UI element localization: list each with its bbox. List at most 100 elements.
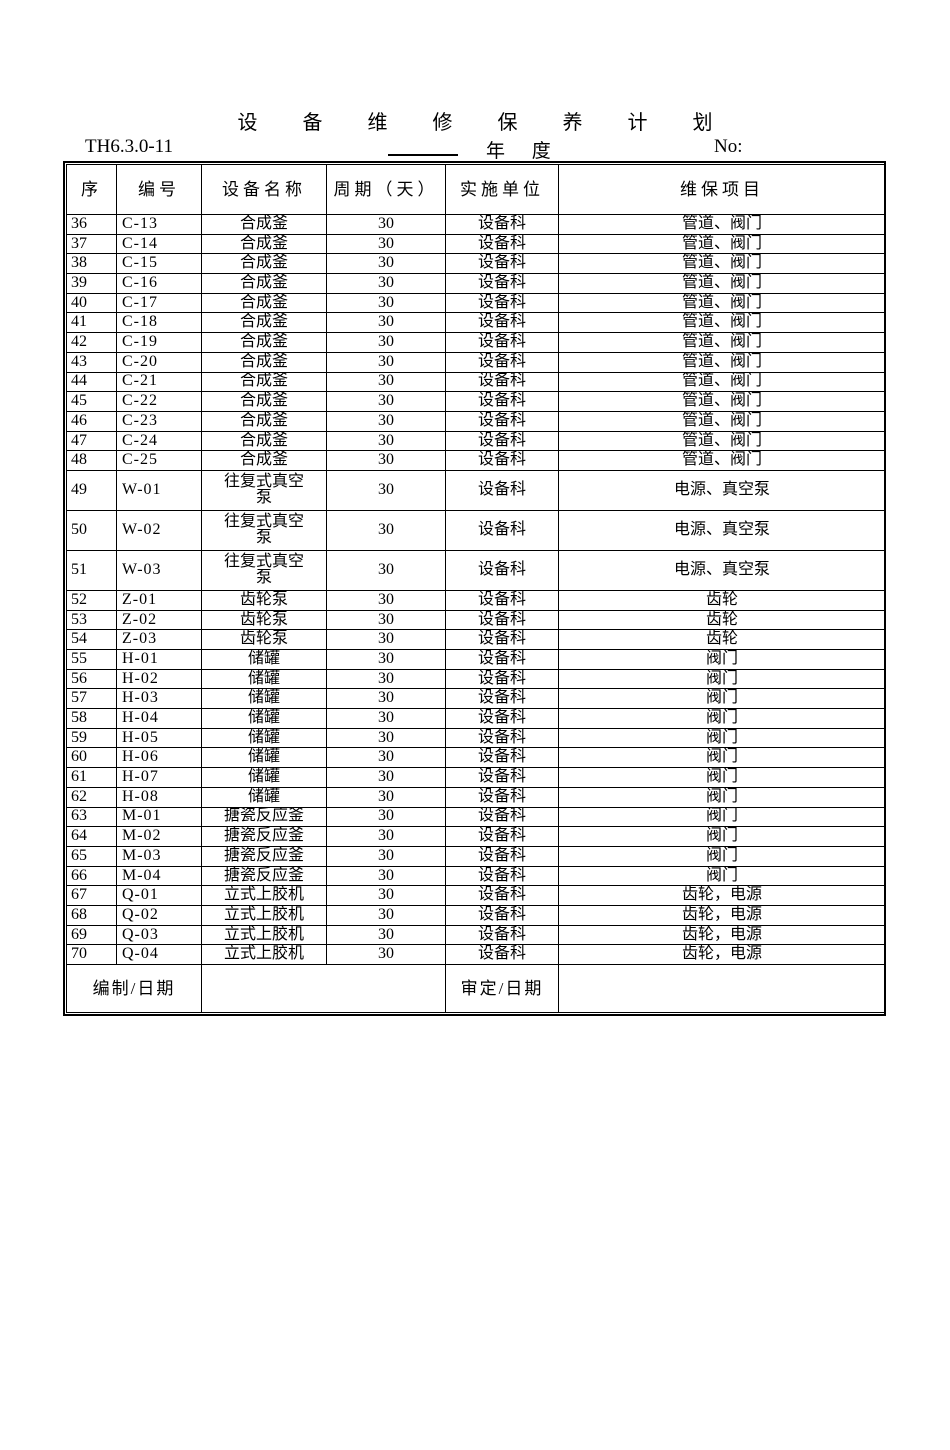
cell-unit: 设备科 (445, 332, 559, 353)
table-row: 67 Q-01 立式上胶机 30 设备科 齿轮，电源 (66, 885, 886, 906)
cell-unit: 设备科 (445, 924, 559, 946)
cell-seq: 48 (66, 450, 117, 471)
table-row: 52 Z-01 齿轮泵 30 设备科 齿轮 (66, 589, 886, 611)
table-row: 40 C-17 合成釜 30 设备科 管道、阀门 (66, 292, 886, 314)
cell-unit: 设备科 (445, 233, 559, 255)
cell-seq: 39 (66, 273, 117, 294)
header-items: 维保项目 (558, 164, 886, 215)
cell-code: C-25 (116, 450, 202, 471)
table-row: 51 W-03 往复式真空泵 30 设备科 电源、真空泵 (66, 549, 886, 591)
cell-unit: 设备科 (445, 253, 559, 275)
cell-cycle: 30 (326, 233, 446, 255)
cell-seq: 54 (66, 629, 117, 650)
cell-name: 立式上胶机 (201, 885, 327, 906)
table-row: 55 H-01 储罐 30 设备科 阀门 (66, 649, 886, 670)
cell-items: 阀门 (558, 767, 886, 788)
cell-code: C-19 (116, 332, 202, 353)
table-row: 49 W-01 往复式真空泵 30 设备科 电源、真空泵 (66, 469, 886, 511)
cell-cycle: 30 (326, 410, 446, 432)
cell-seq: 62 (66, 786, 117, 808)
table-row: 48 C-25 合成釜 30 设备科 管道、阀门 (66, 450, 886, 471)
header-unit: 实施单位 (445, 164, 559, 215)
table-footer-row: 编制/日期 审定/日期 (66, 964, 886, 1013)
cell-code: Q-04 (116, 944, 202, 965)
cell-items: 齿轮 (558, 589, 886, 611)
cell-code: M-03 (116, 845, 202, 867)
cell-code: C-20 (116, 351, 202, 373)
cell-name: 立式上胶机 (201, 944, 327, 965)
cell-unit: 设备科 (445, 845, 559, 867)
cell-name: 合成釜 (201, 450, 327, 471)
cell-seq: 45 (66, 391, 117, 412)
cell-cycle: 30 (326, 885, 446, 906)
cell-cycle: 30 (326, 649, 446, 670)
cell-code: C-17 (116, 292, 202, 314)
cell-seq: 61 (66, 767, 117, 788)
cell-items: 管道、阀门 (558, 430, 886, 452)
cell-cycle: 30 (326, 351, 446, 373)
cell-unit: 设备科 (445, 826, 559, 847)
cell-seq: 38 (66, 253, 117, 275)
cell-name: 储罐 (201, 767, 327, 788)
cell-name: 合成釜 (201, 430, 327, 452)
cell-cycle: 30 (326, 708, 446, 729)
table-row: 70 Q-04 立式上胶机 30 设备科 齿轮，电源 (66, 944, 886, 965)
cell-unit: 设备科 (445, 410, 559, 432)
cell-cycle: 30 (326, 904, 446, 926)
table-row: 53 Z-02 齿轮泵 30 设备科 齿轮 (66, 609, 886, 631)
cell-items: 阀门 (558, 649, 886, 670)
cell-unit: 设备科 (445, 649, 559, 670)
cell-cycle: 30 (326, 292, 446, 314)
cell-name: 合成釜 (201, 312, 327, 334)
cell-items: 阀门 (558, 845, 886, 867)
cell-items: 电源、真空泵 (558, 469, 886, 511)
cell-items: 阀门 (558, 826, 886, 847)
cell-code: Q-01 (116, 885, 202, 906)
cell-name: 搪瓷反应釜 (201, 826, 327, 847)
cell-code: H-06 (116, 747, 202, 769)
cell-seq: 59 (66, 727, 117, 749)
table-row: 54 Z-03 齿轮泵 30 设备科 齿轮 (66, 629, 886, 650)
cell-items: 电源、真空泵 (558, 549, 886, 591)
cell-name: 合成釜 (201, 351, 327, 373)
cell-name: 储罐 (201, 747, 327, 769)
cell-unit: 设备科 (445, 312, 559, 334)
cell-name: 搪瓷反应釜 (201, 845, 327, 867)
table-row: 38 C-15 合成釜 30 设备科 管道、阀门 (66, 253, 886, 275)
cell-unit: 设备科 (445, 747, 559, 769)
cell-cycle: 30 (326, 786, 446, 808)
cell-cycle: 30 (326, 747, 446, 769)
cell-items: 电源、真空泵 (558, 509, 886, 551)
cell-seq: 68 (66, 904, 117, 926)
cell-name: 合成釜 (201, 214, 327, 235)
cell-unit: 设备科 (445, 549, 559, 591)
cell-unit: 设备科 (445, 727, 559, 749)
cell-items: 阀门 (558, 806, 886, 828)
table-row: 36 C-13 合成釜 30 设备科 管道、阀门 (66, 214, 886, 235)
cell-unit: 设备科 (445, 450, 559, 471)
cell-unit: 设备科 (445, 371, 559, 393)
cell-name: 立式上胶机 (201, 924, 327, 946)
cell-name: 合成釜 (201, 371, 327, 393)
cell-items: 阀门 (558, 786, 886, 808)
cell-name: 合成釜 (201, 273, 327, 294)
cell-items: 阀门 (558, 865, 886, 887)
table-row: 39 C-16 合成釜 30 设备科 管道、阀门 (66, 273, 886, 294)
page-title: 设 备 维 修 保 养 计 划 (237, 112, 733, 134)
cell-code: C-24 (116, 430, 202, 452)
table-row: 44 C-21 合成釜 30 设备科 管道、阀门 (66, 371, 886, 393)
cell-items: 管道、阀门 (558, 351, 886, 373)
cell-items: 齿轮，电源 (558, 904, 886, 926)
table-row: 46 C-23 合成釜 30 设备科 管道、阀门 (66, 410, 886, 432)
cell-cycle: 30 (326, 371, 446, 393)
cell-seq: 42 (66, 332, 117, 353)
table-row: 62 H-08 储罐 30 设备科 阀门 (66, 786, 886, 808)
cell-items: 管道、阀门 (558, 371, 886, 393)
cell-name: 立式上胶机 (201, 904, 327, 926)
cell-items: 管道、阀门 (558, 214, 886, 235)
cell-name: 储罐 (201, 786, 327, 808)
cell-code: H-04 (116, 708, 202, 729)
cell-unit: 设备科 (445, 351, 559, 373)
cell-seq: 52 (66, 589, 117, 611)
cell-code: H-01 (116, 649, 202, 670)
